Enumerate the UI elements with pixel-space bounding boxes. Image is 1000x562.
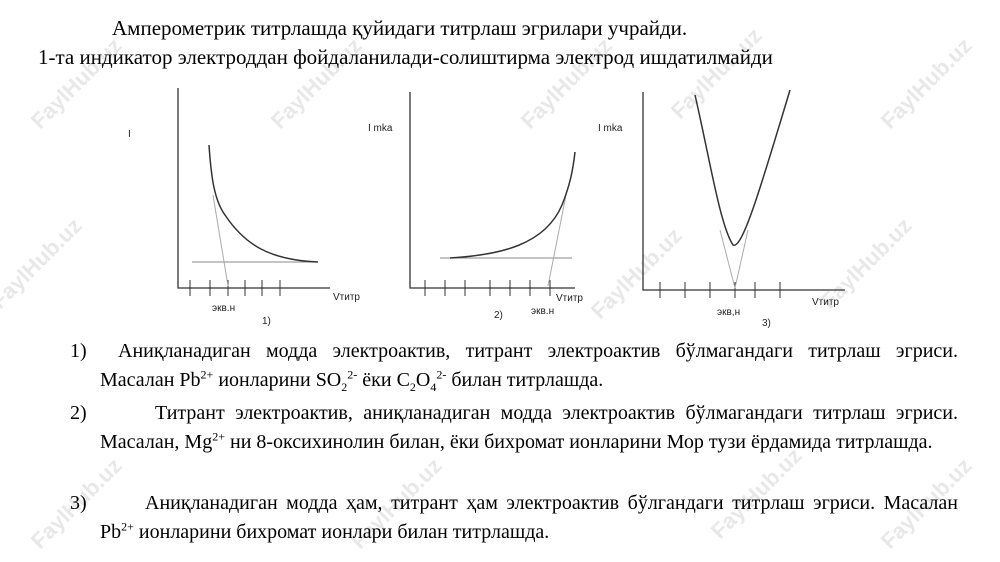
curve	[208, 144, 319, 263]
tangents	[719, 229, 749, 289]
graph-3: I mka Vтитр экв,н 3)	[598, 89, 845, 329]
item-number: 3)	[70, 492, 87, 514]
text-run: ни 8-оксихинолин билан, ёки бихромат ион…	[224, 431, 933, 453]
ticks	[189, 280, 281, 296]
text-run: Pb	[179, 369, 201, 391]
text-run: билан титрлашда.	[446, 369, 604, 391]
text-run: C	[396, 369, 410, 391]
subscript: 2	[341, 380, 348, 394]
x-label: Vтитр	[556, 293, 583, 304]
y-label: I mka	[598, 123, 623, 134]
header-line: Амперометрик титрлашда қуйидаги титрлаш …	[112, 16, 688, 40]
text-run: ионларини бихромат ионлари билан титрлаш…	[133, 521, 550, 543]
text-run: Аниқланадиган модда электроактив, титран…	[100, 340, 958, 391]
text-run: ёки	[357, 369, 397, 391]
text-run: SO	[315, 369, 342, 391]
tangent	[547, 189, 568, 287]
text-run: ионларини	[213, 369, 316, 391]
header-line: 1-та индикатор электроддан фойдаланилади…	[38, 45, 773, 69]
watermark: FaylHub.uz	[586, 223, 687, 324]
tangent	[212, 194, 229, 287]
superscript: 2-	[436, 367, 447, 382]
graph-1: I Vтитр экв.н 1)	[128, 88, 360, 327]
subscript: 4	[430, 380, 437, 394]
graph-number: 1)	[262, 316, 271, 327]
text-run: Аниқланадиган модда ҳам, титрант ҳам эле…	[145, 492, 958, 514]
graph-number: 3)	[762, 318, 771, 329]
text-run: Mg	[184, 431, 213, 453]
curve	[449, 151, 576, 259]
curve	[694, 89, 791, 246]
text-run: O	[415, 369, 431, 391]
eq-label: экв.н	[212, 303, 235, 314]
ticks	[424, 280, 551, 296]
item: 2) Титрант электроактив, аниқланадиган мо…	[70, 399, 958, 457]
item: 1) Аниқланадиган модда электроактив, титр…	[70, 337, 958, 395]
item-number: 2)	[70, 402, 87, 424]
y-label: I	[128, 129, 131, 140]
x-label: Vтитр	[333, 292, 360, 303]
item: 3) Аниқланадиган модда ҳам, титрант ҳам э…	[70, 489, 958, 547]
y-label: I mka	[368, 123, 393, 134]
ticks	[659, 282, 781, 298]
superscript: 2+	[121, 519, 134, 534]
watermark: FaylHub.uz	[876, 33, 977, 134]
eq-label: экв,н	[717, 307, 740, 318]
axes	[177, 88, 330, 289]
watermark: FaylHub.uz	[0, 213, 87, 314]
axes	[409, 92, 575, 289]
x-label: Vтитр	[812, 297, 839, 308]
superscript: 2-	[347, 367, 358, 382]
item-number: 1)	[70, 340, 87, 362]
superscript: 2+	[200, 367, 214, 382]
graph-number: 2)	[494, 310, 503, 321]
text-run: Pb	[100, 521, 122, 543]
axes	[642, 92, 845, 291]
superscript: 2+	[212, 429, 225, 444]
subscript: 2	[409, 380, 416, 394]
eq-label: экв.н	[531, 306, 554, 317]
text-run: Титрант электроактив, аниқланадиган модд…	[100, 402, 958, 453]
graph-2: I mka Vтитр экв.н 2)	[368, 92, 583, 321]
